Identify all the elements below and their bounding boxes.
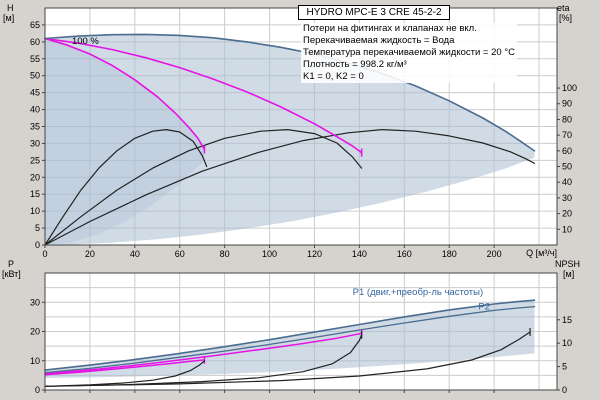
npsh-curve-2pumps	[44, 334, 363, 387]
x-tick-label: 40	[130, 249, 140, 259]
eta-curve-3pumps	[44, 129, 536, 246]
info-line-liquid: Перекачиваемая жидкость = Вода	[303, 35, 455, 46]
y-left-tick-label: 45	[30, 88, 40, 98]
x-tick-label: 60	[175, 249, 185, 259]
envelope-1pump	[45, 38, 205, 245]
power-curve-1pump-100pct	[44, 359, 206, 376]
y-left-tick-label: 55	[30, 54, 40, 64]
y-left-tick-label: 0	[35, 240, 40, 250]
y-right-tick-label: 80	[562, 114, 572, 124]
y-left-tick-label: 30	[30, 297, 40, 307]
x-tick-label: 140	[352, 249, 367, 259]
y-right-tick-label: 15	[562, 315, 572, 325]
eta-curve-1pump	[44, 129, 208, 246]
y-left-tick-label: 25	[30, 155, 40, 165]
p1-total-curve	[44, 299, 536, 371]
y-left-tick-label: 20	[30, 327, 40, 337]
head-axis-unit: [м]	[3, 13, 15, 23]
y-right-tick-label: 100	[562, 83, 577, 93]
pump-curve-1pump-100pct	[44, 37, 206, 151]
y-left-tick-label: 65	[30, 20, 40, 30]
x-tick-label: 20	[85, 249, 95, 259]
x-tick-label: 200	[487, 249, 502, 259]
y-left-tick-label: 20	[30, 172, 40, 182]
y-right-tick-label: 5	[562, 362, 567, 372]
y-left-tick-label: 60	[30, 37, 40, 47]
x-tick-label: 120	[307, 249, 322, 259]
y-right-tick-label: 40	[562, 177, 572, 187]
operating-envelope	[45, 34, 535, 246]
x-tick-label: 100	[262, 249, 277, 259]
y-right-tick-label: 20	[562, 209, 572, 219]
x-tick-label: 80	[220, 249, 230, 259]
p2-total-curve	[44, 305, 536, 374]
y-right-tick-label: 60	[562, 146, 572, 156]
pump-curve-2pumps-100pct	[44, 37, 363, 154]
head-axis-title: H	[7, 3, 14, 13]
eta-curve-2pumps	[44, 129, 363, 246]
speed-100pct-label: 100 %	[72, 36, 99, 47]
power-curve-2pumps-100pct	[44, 332, 363, 375]
npsh-curve-1pump	[44, 360, 205, 387]
npsh-axis-unit: [м]	[563, 269, 575, 279]
y-right-tick-label: 0	[562, 385, 567, 395]
y-left-tick-label: 50	[30, 71, 40, 81]
info-line-temperature: Температура перекачиваемой жидкости = 20…	[303, 47, 515, 58]
power-npsh-chart: 0 10 20 30 0 5 10 15 P1 (двиг.+преобр-ль частоты…	[30, 272, 572, 395]
power-axis-unit: [кВт]	[2, 269, 21, 279]
y-right-tick-label: 90	[562, 99, 572, 109]
y-right-tick-label: 10	[562, 224, 572, 234]
y-left-tick-label: 10	[30, 206, 40, 216]
y-left-tick-label: 5	[35, 223, 40, 233]
info-line-k-factors: K1 = 0, K2 = 0	[303, 71, 364, 82]
y-left-tick-label: 35	[30, 122, 40, 132]
y-right-tick-label: 70	[562, 130, 572, 140]
y-right-tick-label: 10	[562, 338, 572, 348]
flow-axis-title: Q [м³/ч]	[526, 248, 557, 258]
x-tick-label: 0	[42, 249, 47, 259]
chart-title-box: HYDRO MPC-E 3 CRE 45-2-2	[298, 5, 450, 20]
npsh-curve-3pumps	[44, 331, 531, 387]
info-line-density: Плотность = 998.2 кг/м³	[303, 59, 407, 70]
power-axis-title: P	[8, 259, 15, 269]
info-line-losses: Потери на фитингах и клапанах не вкл.	[303, 23, 477, 34]
y-left-tick-label: 10	[30, 356, 40, 366]
y-right-tick-label: 30	[562, 193, 572, 203]
p2-label: P2	[478, 302, 490, 313]
y-left-tick-label: 30	[30, 138, 40, 148]
y-left-tick-label: 0	[35, 385, 40, 395]
conditions-text-block: Потери на фитингах и клапанах не вкл. Пе…	[301, 23, 517, 83]
y-left-tick-label: 15	[30, 189, 40, 199]
eta-axis-title: eta	[557, 3, 570, 13]
y-left-tick-label: 40	[30, 105, 40, 115]
p1-label: P1 (двиг.+преобр-ль частоты)	[353, 287, 483, 298]
x-tick-label: 180	[442, 249, 457, 259]
y-right-tick-label: 50	[562, 162, 572, 172]
npsh-axis-title: NPSH	[555, 259, 581, 269]
x-tick-label: 160	[397, 249, 412, 259]
eta-axis-unit: [%]	[559, 13, 573, 23]
